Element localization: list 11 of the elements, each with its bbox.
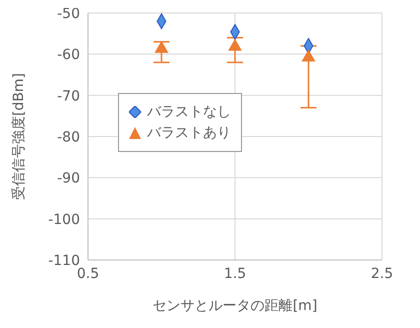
legend-label: バラストなし [147,103,231,121]
y-tick-label: -100 [48,212,80,228]
y-axis-title: 受信信号強度[dBm] [10,72,27,200]
y-tick-label: -80 [57,129,80,146]
x-tick-label: 2.5 [370,266,394,282]
y-tick-label: -90 [57,170,80,187]
legend-label: バラストあり [147,124,231,142]
x-tick-label: 1.5 [224,266,246,282]
y-tick-label: -60 [57,47,80,64]
x-axis-title: センサとルータの距離[m] [152,298,318,314]
y-tick-label: -70 [57,88,80,104]
